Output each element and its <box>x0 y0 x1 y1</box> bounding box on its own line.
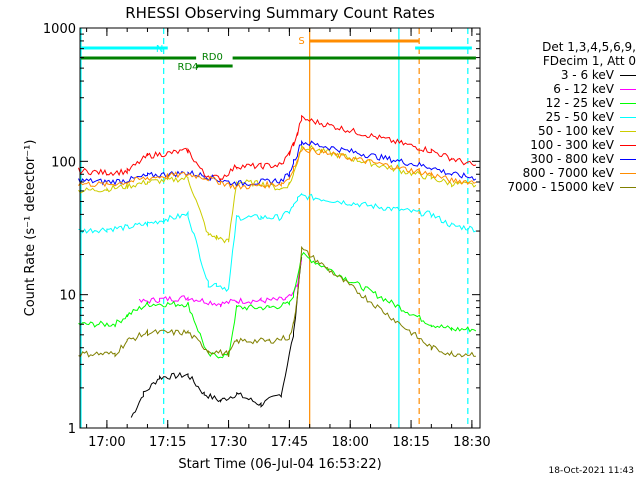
x-tick-label-4: 18:00 <box>331 435 368 450</box>
legend-entry-6: 300 - 800 keV <box>476 152 636 166</box>
legend-swatch-7 <box>620 172 636 174</box>
y-tick-label-0: 1 <box>68 422 76 437</box>
series-line-6 <box>78 139 477 187</box>
chart-title: RHESSI Observing Summary Count Rates <box>125 4 435 22</box>
series-line-5 <box>78 114 477 182</box>
y-axis-label: Count Rate (s⁻¹ detector⁻¹) <box>23 140 38 317</box>
legend-header-line-1: Det 1,3,4,5,6,9, <box>542 40 636 54</box>
legend-swatch-1 <box>620 88 636 90</box>
series-6 <box>78 139 477 187</box>
legend-entry-8: 7000 - 15000 keV <box>476 180 636 194</box>
legend-label-8: 7000 - 15000 keV <box>507 180 614 194</box>
legend-entry-2: 12 - 25 keV <box>476 96 636 110</box>
x-tick-label-3: 17:45 <box>271 435 308 450</box>
legend-swatch-6 <box>620 158 636 160</box>
series-7 <box>78 146 477 190</box>
series-line-7 <box>78 146 477 190</box>
legend-label-5: 100 - 300 keV <box>530 138 614 152</box>
state-label-N: N <box>156 44 163 55</box>
legend-swatch-3 <box>620 116 636 118</box>
series-3 <box>78 192 477 292</box>
x-tick-label-1: 17:15 <box>149 435 186 450</box>
legend-label-2: 12 - 25 keV <box>545 96 614 110</box>
legend-entry-4: 50 - 100 keV <box>476 124 636 138</box>
state-label-RD0: RD0 <box>202 52 223 63</box>
legend-label-3: 25 - 50 keV <box>545 110 614 124</box>
series-4 <box>78 143 477 244</box>
legend-label-0: 3 - 6 keV <box>560 68 614 82</box>
legend-swatch-5 <box>620 144 636 146</box>
legend-entry-3: 25 - 50 keV <box>476 110 636 124</box>
series-line-4 <box>78 143 477 244</box>
x-tick-label-5: 18:15 <box>392 435 429 450</box>
legend: Det 1,3,4,5,6,9, FDecim 1, Att 0 3 - 6 k… <box>476 40 636 194</box>
data-series <box>78 114 477 418</box>
x-axis-label: Start Time (06-Jul-04 16:53:22) <box>178 457 381 472</box>
x-tick-label-2: 17:30 <box>210 435 247 450</box>
legend-label-7: 800 - 7000 keV <box>522 166 614 180</box>
legend-entry-1: 6 - 12 keV <box>476 82 636 96</box>
legend-swatch-4 <box>620 130 636 132</box>
legend-swatch-0 <box>620 74 636 76</box>
legend-label-1: 6 - 12 keV <box>553 82 614 96</box>
plot-frame <box>79 27 481 429</box>
series-2 <box>78 251 477 359</box>
legend-swatch-2 <box>620 102 636 104</box>
axes: 17:00 17:15 17:30 17:45 18:00 18:15 18:30 1 10 10… <box>43 22 491 450</box>
y-tick-label-1: 10 <box>59 289 76 304</box>
series-0 <box>130 256 303 418</box>
footer-timestamp: 18-Oct-2021 11:43 <box>548 466 634 476</box>
legend-entry-5: 100 - 300 keV <box>476 138 636 152</box>
series-line-1 <box>138 260 303 308</box>
legend-entry-0: 3 - 6 keV <box>476 68 636 82</box>
series-line-2 <box>78 251 477 359</box>
series-line-0 <box>130 256 303 418</box>
legend-label-6: 300 - 800 keV <box>530 152 614 166</box>
legend-label-4: 50 - 100 keV <box>537 124 614 138</box>
series-8 <box>78 245 476 358</box>
series-1 <box>138 260 303 308</box>
series-line-8 <box>78 245 476 358</box>
state-label-RD4: RD4 <box>178 62 199 73</box>
y-tick-label-3: 1000 <box>43 22 76 37</box>
legend-header-line-2: FDecim 1, Att 0 <box>542 54 636 68</box>
legend-entries: 3 - 6 keV 6 - 12 keV 12 - 25 keV 25 - 50 ke… <box>476 68 636 194</box>
vertical-markers <box>80 28 469 428</box>
legend-entry-7: 800 - 7000 keV <box>476 166 636 180</box>
x-tick-label-6: 18:30 <box>453 435 490 450</box>
series-5 <box>78 114 477 182</box>
state-label-S: S <box>298 36 304 47</box>
legend-swatch-8 <box>620 186 636 188</box>
y-tick-label-2: 100 <box>51 155 76 170</box>
series-line-3 <box>78 192 477 292</box>
x-tick-label-0: 17:00 <box>88 435 125 450</box>
